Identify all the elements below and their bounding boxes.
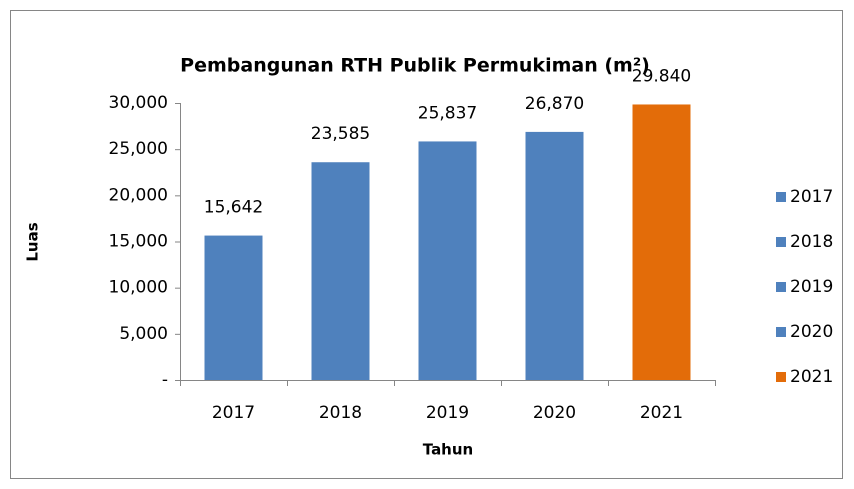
- y-tick-label: -: [162, 370, 168, 390]
- y-tick-label: 30,000: [109, 93, 168, 113]
- legend-swatch: [776, 237, 786, 247]
- legend-swatch: [776, 327, 786, 337]
- legend-label: 2021: [790, 367, 833, 387]
- y-tick-label: 20,000: [109, 185, 168, 205]
- x-tick-label: 2020: [533, 403, 576, 423]
- bar: [525, 131, 584, 380]
- legend-label: 2019: [790, 277, 833, 297]
- data-label: 26,870: [525, 94, 584, 114]
- y-tick-label: 10,000: [109, 278, 168, 298]
- bar: [311, 162, 370, 380]
- bar: [418, 141, 477, 380]
- legend-swatch: [776, 192, 786, 202]
- y-tick-label: 25,000: [109, 139, 168, 159]
- data-label: 23,585: [311, 124, 370, 144]
- x-tick-label: 2021: [640, 403, 683, 423]
- bar: [632, 104, 691, 381]
- y-tick-label: 15,000: [109, 232, 168, 252]
- x-tick-label: 2019: [426, 403, 469, 423]
- legend-swatch: [776, 282, 786, 292]
- legend-swatch: [776, 372, 786, 382]
- x-axis-label: Tahun: [423, 441, 473, 459]
- x-tick-label: 2018: [319, 403, 362, 423]
- data-label: 29.840: [632, 66, 691, 86]
- y-tick-label: 5,000: [119, 324, 168, 344]
- data-label: 15,642: [204, 198, 263, 218]
- legend-label: 2020: [790, 322, 833, 342]
- y-axis-label: Luas: [24, 222, 42, 261]
- bar: [204, 235, 263, 380]
- x-tick-label: 2017: [212, 403, 255, 423]
- legend-label: 2018: [790, 232, 833, 252]
- data-label: 25,837: [418, 103, 477, 123]
- legend-label: 2017: [790, 187, 833, 207]
- chart-title: Pembangunan RTH Publik Permukiman (m²): [180, 55, 650, 77]
